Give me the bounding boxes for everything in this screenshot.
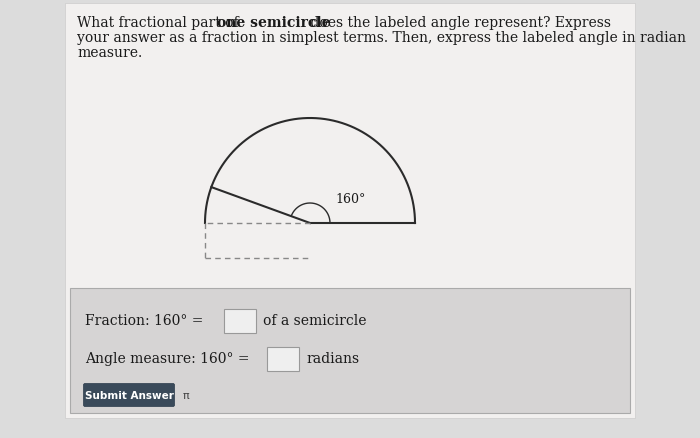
- Text: measure.: measure.: [77, 46, 142, 60]
- Text: radians: radians: [306, 351, 359, 365]
- FancyBboxPatch shape: [224, 309, 256, 333]
- Text: does the labeled angle represent? Express: does the labeled angle represent? Expres…: [307, 16, 611, 30]
- FancyBboxPatch shape: [65, 4, 635, 418]
- Text: π: π: [183, 390, 190, 400]
- Text: Submit Answer: Submit Answer: [85, 390, 174, 400]
- Text: What fractional part of: What fractional part of: [77, 16, 243, 30]
- Text: 160°: 160°: [335, 193, 365, 205]
- Text: one semicircle: one semicircle: [218, 16, 331, 30]
- Text: Fraction: 160° =: Fraction: 160° =: [85, 313, 204, 327]
- Text: of a semicircle: of a semicircle: [263, 313, 367, 327]
- FancyBboxPatch shape: [70, 288, 630, 413]
- FancyBboxPatch shape: [267, 347, 299, 371]
- Text: your answer as a fraction in simplest terms. Then, express the labeled angle in : your answer as a fraction in simplest te…: [77, 31, 686, 45]
- FancyBboxPatch shape: [83, 384, 174, 406]
- Text: Angle measure: 160° =: Angle measure: 160° =: [85, 351, 249, 365]
